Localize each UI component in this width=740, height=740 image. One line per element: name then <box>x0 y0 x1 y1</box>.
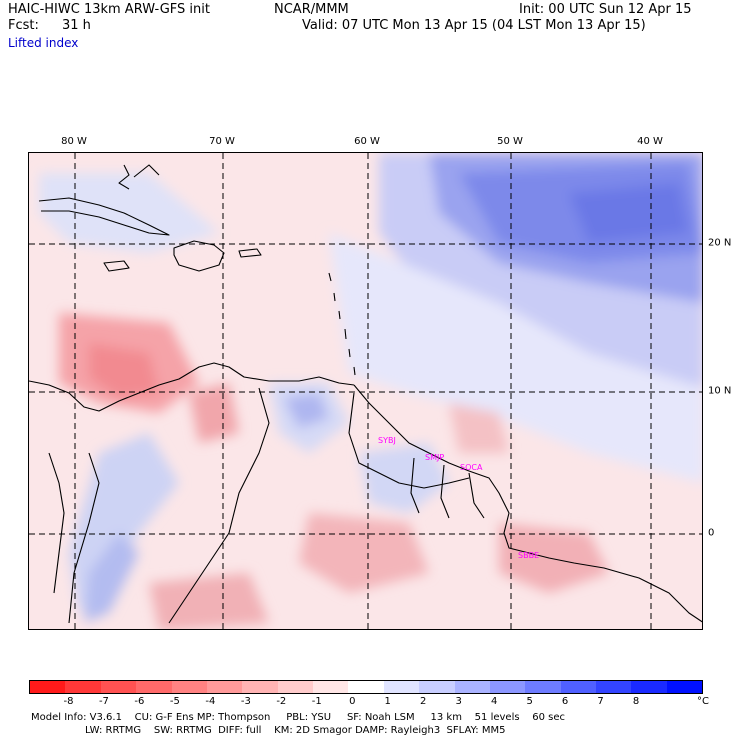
color-scale-cell <box>65 681 101 693</box>
forecast-label: Fcst: <box>8 18 39 33</box>
forecast-hours: 31 h <box>62 18 91 33</box>
color-scale-tick: -4 <box>205 696 216 707</box>
color-scale-cell <box>631 681 667 693</box>
valid-time: Valid: 07 UTC Mon 13 Apr 15 (04 LST Mon … <box>302 18 646 33</box>
color-scale-tick: 4 <box>490 696 498 707</box>
field-shading <box>39 153 702 629</box>
color-scale-cell <box>383 681 420 693</box>
station-smjp: SMJP <box>425 453 444 462</box>
lon-label-50w: 50 W <box>497 136 523 147</box>
color-scale-tick: 8 <box>632 696 640 707</box>
coastlines <box>29 164 702 624</box>
color-scale-cell <box>277 681 313 693</box>
color-scale-bar <box>29 680 703 694</box>
color-scale-cell <box>348 681 384 693</box>
color-scale-tick: 5 <box>526 696 533 707</box>
color-scale-tick: 0 <box>349 696 356 707</box>
color-scale-cell <box>242 681 278 693</box>
lon-label-70w: 70 W <box>209 136 235 147</box>
color-scale-cell <box>560 681 596 693</box>
color-scale-cell <box>30 681 66 693</box>
lon-label-80w: 80 W <box>61 136 87 147</box>
model-title: HAIC-HIWC 13km ARW-GFS init <box>8 2 210 17</box>
color-scale-cell <box>171 681 207 693</box>
init-time: Init: 00 UTC Sun 12 Apr 15 <box>519 2 692 17</box>
color-scale-cell <box>313 681 349 693</box>
color-scale-tick: 2 <box>420 696 427 707</box>
color-scale-tick: 7 <box>597 696 604 707</box>
station-soca: SOCA <box>460 463 483 472</box>
color-scale-tick: -2 <box>276 696 287 707</box>
color-scale-tick: -5 <box>169 696 180 707</box>
color-scale-tick: -3 <box>240 696 251 707</box>
color-scale-cell <box>489 681 526 693</box>
color-scale-tick: -1 <box>311 696 322 707</box>
color-scale-cell <box>666 681 703 693</box>
lat-label-10n: 10 N <box>708 385 732 397</box>
color-scale-cell <box>206 681 243 693</box>
field-name: Lifted index <box>8 36 79 50</box>
map-panel: SYBJ SMJP SOCA SBBE <box>28 152 703 630</box>
model-info-line2: LW: RRTMG SW: RRTMG DIFF: full KM: 2D Sm… <box>85 725 506 736</box>
station-sybj: SYBJ <box>378 436 396 445</box>
color-scale-cell <box>136 681 172 693</box>
color-scale-cell <box>419 681 455 693</box>
lat-label-equator: 0 <box>708 527 715 539</box>
color-scale-cell <box>525 681 561 693</box>
color-scale-tick: 1 <box>384 696 391 707</box>
color-scale-tick: 6 <box>561 696 569 707</box>
color-scale-tick: 3 <box>455 696 462 707</box>
color-scale-cell <box>596 681 632 693</box>
color-scale-tick: -6 <box>134 696 145 707</box>
color-scale-tick: -8 <box>63 696 74 707</box>
lon-label-40w: 40 W <box>637 136 663 147</box>
model-info-line1: Model Info: V3.6.1 CU: G-F Ens MP: Thomp… <box>31 712 566 723</box>
station-sbbe: SBBE <box>518 551 539 560</box>
lon-label-60w: 60 W <box>354 136 380 147</box>
color-scale-cell <box>454 681 490 693</box>
lifted-index-map: SYBJ SMJP SOCA SBBE <box>29 153 702 629</box>
color-scale-tick: -7 <box>98 696 109 707</box>
color-scale-cell <box>100 681 137 693</box>
center-name: NCAR/MMM <box>274 2 349 17</box>
color-scale-unit: °C <box>697 696 709 707</box>
lat-label-20n: 20 N <box>708 237 732 249</box>
